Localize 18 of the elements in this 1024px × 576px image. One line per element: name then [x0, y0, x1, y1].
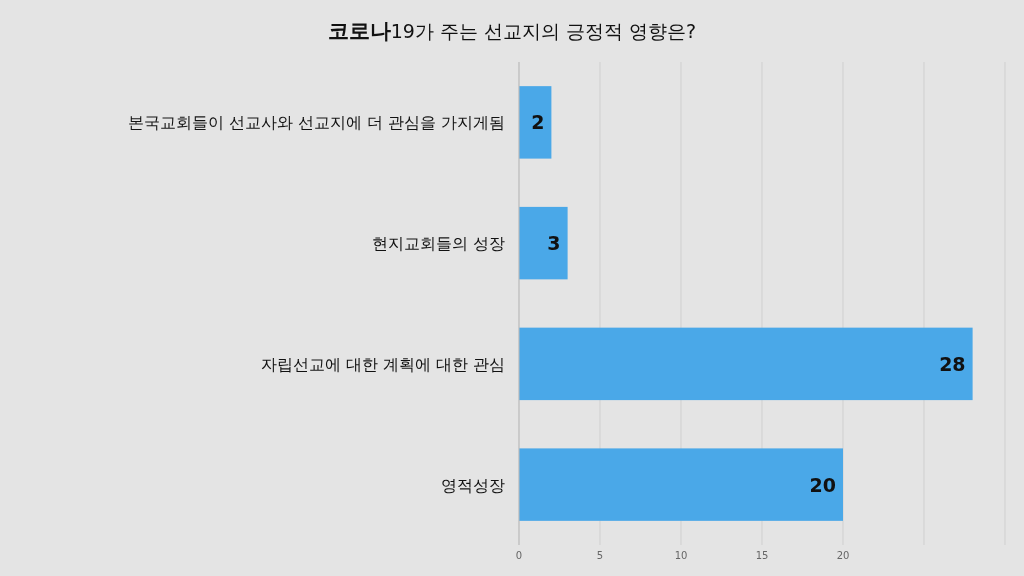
data-label: 20 [809, 473, 836, 496]
bar [519, 327, 973, 401]
y-tick-label: 본국교회들이 선교사와 선교지에 더 관심을 가지게됨 [127, 113, 505, 133]
bar [519, 206, 568, 280]
y-tick-label: 현지교회들의 성장 [371, 234, 505, 254]
x-tick-label: 10 [674, 550, 688, 561]
data-label: 2 [531, 111, 545, 134]
data-label: 3 [547, 232, 561, 255]
chart-title: 코로나19가 주는 선교지의 긍정적 영향은? [327, 19, 697, 43]
x-tick-label: 0 [515, 550, 523, 561]
y-tick-label: 자립선교에 대한 계획에 대한 관심 [260, 354, 505, 374]
data-label: 28 [939, 352, 966, 375]
y-tick-label: 영적성장 [441, 475, 505, 495]
bar [519, 448, 843, 521]
x-tick-label: 5 [596, 550, 604, 561]
x-tick-label: 20 [836, 550, 850, 561]
bar [519, 86, 552, 159]
x-tick-label: 15 [755, 550, 769, 561]
